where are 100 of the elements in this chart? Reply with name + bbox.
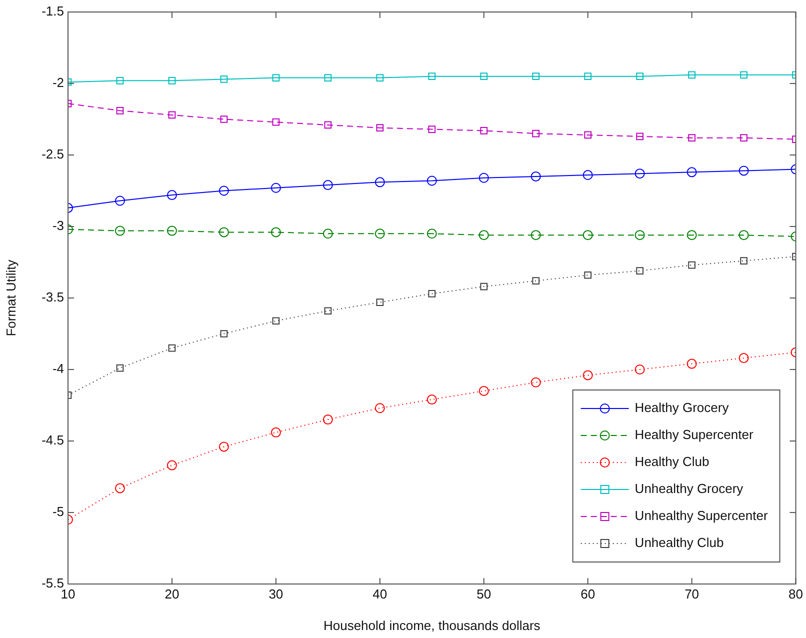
- point: [634, 364, 645, 374]
- point: [270, 427, 281, 438]
- point: [322, 414, 333, 425]
- point: [324, 307, 332, 315]
- x-tick-label: 20: [164, 586, 180, 602]
- point: [116, 76, 124, 84]
- legend-label: Unhealthy Grocery: [634, 481, 744, 496]
- point: [530, 171, 541, 182]
- point: [322, 228, 333, 239]
- point: [116, 106, 124, 114]
- point: [480, 127, 488, 134]
- point: [688, 261, 696, 269]
- point: [686, 358, 697, 369]
- point: [636, 267, 644, 275]
- point: [220, 330, 228, 338]
- legend-label: Healthy Grocery: [634, 400, 730, 416]
- point: [220, 116, 228, 123]
- legend-label: Healthy Supercenter: [634, 427, 754, 442]
- point: [738, 230, 749, 240]
- point: [582, 370, 593, 380]
- x-tick-label: 60: [580, 586, 596, 602]
- point: [114, 226, 125, 236]
- point: [530, 230, 541, 240]
- y-tick-label: -4: [52, 361, 64, 376]
- point: [428, 126, 436, 133]
- point: [324, 121, 332, 129]
- point: [634, 230, 645, 240]
- legend-label: Healthy Club: [634, 454, 710, 470]
- point: [376, 298, 384, 306]
- point: [166, 226, 177, 236]
- point: [636, 72, 644, 80]
- point: [218, 227, 229, 238]
- point: [376, 124, 384, 132]
- point: [532, 277, 540, 285]
- point: [116, 364, 124, 372]
- point: [426, 394, 437, 405]
- point: [272, 118, 280, 126]
- point: [426, 228, 437, 239]
- point: [168, 111, 176, 119]
- point: [324, 74, 332, 82]
- point: [584, 72, 592, 80]
- point: [428, 290, 436, 298]
- point: [428, 72, 436, 80]
- point: [532, 130, 540, 138]
- x-tick-label: 80: [788, 586, 804, 602]
- point: [376, 74, 384, 82]
- x-tick-label: 40: [372, 586, 388, 602]
- point: [480, 72, 488, 80]
- point: [374, 228, 385, 239]
- y-axis-title: Format Utility: [3, 259, 18, 336]
- point: [218, 186, 229, 196]
- point: [636, 132, 644, 140]
- point: [270, 227, 281, 238]
- point: [686, 230, 697, 240]
- point: [480, 282, 488, 290]
- x-tick-label: 70: [684, 586, 700, 602]
- y-tick-label: -1.5: [42, 4, 64, 19]
- legend-label: Unhealthy Supercenter: [634, 508, 768, 524]
- point: [582, 170, 593, 180]
- point: [740, 257, 748, 264]
- point: [738, 353, 749, 364]
- x-tick-label: 50: [476, 586, 492, 602]
- point: [688, 71, 696, 79]
- point: [166, 460, 177, 470]
- x-tick-label: 30: [268, 586, 284, 602]
- point: [584, 271, 592, 279]
- point: [272, 317, 280, 325]
- point: [168, 344, 176, 352]
- point: [634, 168, 645, 179]
- point: [374, 403, 385, 414]
- y-tick-label: -5: [52, 504, 64, 520]
- point: [166, 190, 177, 200]
- point: [218, 442, 229, 452]
- point: [374, 177, 385, 188]
- x-axis-title: Household income, thousands dollars: [323, 618, 541, 633]
- point: [114, 483, 125, 494]
- point: [584, 131, 592, 139]
- y-tick-label: -2.5: [42, 146, 64, 162]
- point: [686, 167, 697, 178]
- point: [740, 134, 748, 142]
- point: [478, 230, 489, 240]
- point: [478, 386, 489, 396]
- point: [582, 230, 593, 240]
- point: [168, 76, 176, 84]
- legend-label: Unhealthy Club: [634, 535, 724, 550]
- point: [738, 166, 749, 176]
- point: [478, 172, 489, 183]
- point: [532, 72, 540, 80]
- y-tick-label: -2: [52, 75, 64, 90]
- point: [114, 196, 125, 206]
- point: [426, 176, 437, 186]
- point: [740, 71, 748, 79]
- point: [270, 182, 281, 193]
- point: [220, 76, 228, 83]
- point: [272, 74, 280, 82]
- point: [530, 377, 541, 388]
- point: [688, 134, 696, 142]
- y-tick-label: -3: [52, 218, 64, 234]
- y-tick-label: -4.5: [42, 432, 64, 448]
- y-tick-label: -3.5: [42, 290, 64, 305]
